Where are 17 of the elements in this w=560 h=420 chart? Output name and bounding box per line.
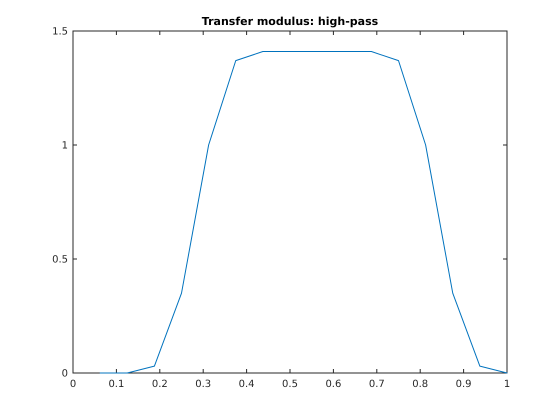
x-tick-label: 0.8 (412, 379, 428, 390)
y-tick-label: 0.5 (52, 254, 68, 266)
x-tick-label: 0.4 (238, 379, 255, 390)
x-tick-label: 0.6 (325, 379, 342, 390)
y-tick-label: 0 (62, 368, 68, 380)
line-series (100, 51, 508, 374)
x-tick-label: 0 (70, 379, 76, 390)
chart-title: Transfer modulus: high-pass (202, 15, 379, 28)
x-tick-label: 0.7 (368, 379, 385, 390)
x-tick-label: 0.3 (195, 379, 212, 390)
x-tick-label: 0.5 (282, 379, 298, 390)
x-tick-label: 0.2 (152, 379, 168, 390)
x-tick-label: 0.1 (108, 379, 124, 390)
y-tick-label: 1 (62, 140, 68, 152)
x-tick-label: 0.9 (456, 379, 472, 390)
x-tick-label: 1 (504, 379, 510, 390)
y-tick-label: 1.5 (52, 26, 68, 38)
